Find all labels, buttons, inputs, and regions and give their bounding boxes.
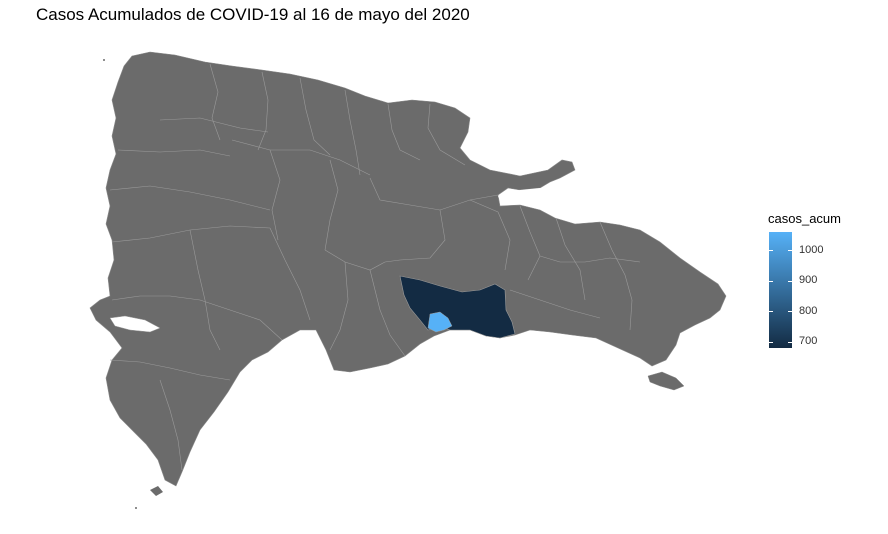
chart-title: Casos Acumulados de COVID-19 al 16 de ma… bbox=[36, 5, 470, 24]
legend-title: casos_acum bbox=[768, 211, 841, 226]
samana-bay bbox=[498, 188, 552, 204]
province-borders bbox=[109, 63, 641, 471]
beata-island bbox=[150, 486, 163, 496]
legend-tick-mark bbox=[788, 311, 792, 313]
saona-island bbox=[647, 371, 685, 391]
legend-tick-mark bbox=[788, 280, 792, 282]
legend: casos_acum 1000 900 800 700 bbox=[768, 211, 878, 361]
legend-tick-mark bbox=[769, 341, 773, 343]
country-landmass bbox=[89, 51, 727, 487]
legend-tick-label: 800 bbox=[799, 304, 818, 317]
islet bbox=[135, 507, 137, 509]
enriquillo-lake bbox=[109, 315, 161, 333]
legend-tick-label: 700 bbox=[799, 335, 818, 348]
legend-tick-mark bbox=[769, 311, 773, 313]
region-distrito-nacional bbox=[427, 311, 453, 333]
legend-color-bar bbox=[769, 232, 792, 348]
legend-tick-label: 1000 bbox=[799, 243, 824, 256]
legend-tick-label: 900 bbox=[799, 274, 818, 287]
legend-tick-mark bbox=[788, 250, 792, 252]
legend-tick-mark bbox=[769, 280, 773, 282]
legend-tick-mark bbox=[769, 250, 773, 252]
legend-tick-mark bbox=[788, 341, 792, 343]
islet bbox=[103, 59, 105, 61]
